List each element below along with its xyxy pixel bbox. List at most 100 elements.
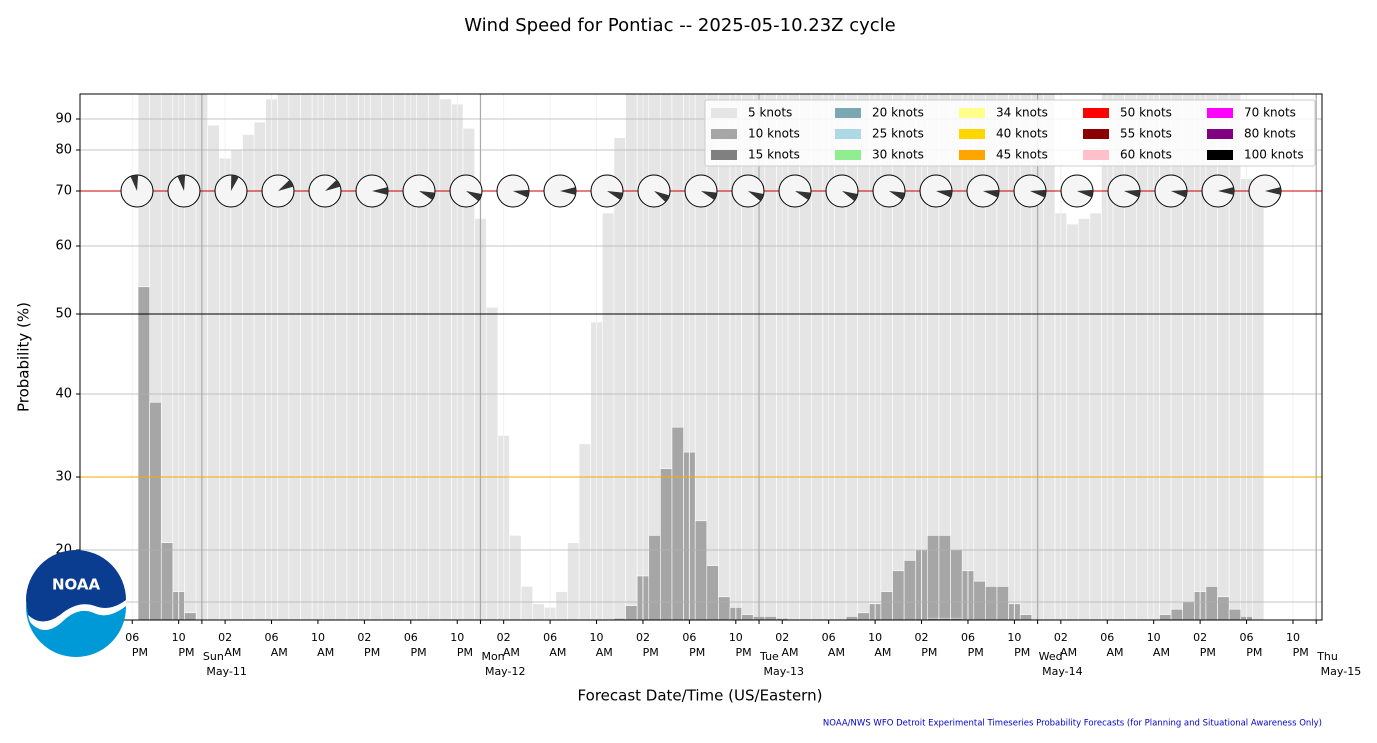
bar (741, 614, 754, 620)
day-label: Wed May-14 (1039, 650, 1083, 678)
legend-label: 45 knots (996, 148, 1048, 162)
legend-swatch (1083, 150, 1109, 160)
footer-note: NOAA/NWS WFO Detroit Experimental Timese… (823, 719, 1322, 729)
day-label: Mon May-12 (481, 650, 525, 678)
legend: 5 knots 10 knots 15 knots 20 knots 25 knots 3… (704, 99, 1316, 167)
y-tick-label: 80 (55, 143, 72, 158)
x-tick-label: 10 PM (172, 631, 195, 659)
bar (648, 535, 661, 620)
wind-wedge (1077, 189, 1093, 198)
bar (764, 616, 777, 620)
bar (845, 616, 859, 620)
bar (671, 426, 684, 620)
x-tick-label: 06 PM (682, 631, 705, 659)
bar (1170, 608, 1184, 620)
bar (903, 560, 917, 620)
day-label: Sun May-11 (203, 650, 247, 678)
bar (300, 94, 313, 620)
x-tick-label: 10 AM (868, 631, 891, 659)
bar (160, 542, 174, 620)
bar (1019, 614, 1033, 620)
x-tick-label: 06 AM (1100, 631, 1123, 659)
bar (694, 520, 708, 620)
legend-label: 50 knots (1120, 106, 1172, 120)
bar (857, 612, 870, 620)
legend-swatch (1207, 150, 1233, 160)
bar (230, 149, 243, 620)
x-tick-label: 06 PM (125, 631, 148, 659)
x-tick-label: 02 AM (1054, 631, 1077, 659)
legend-label: 40 knots (996, 127, 1048, 141)
bar (1252, 178, 1265, 620)
bar (137, 286, 150, 620)
bar (520, 586, 533, 620)
legend-label: 70 knots (1244, 106, 1296, 120)
day-label: Tue May-13 (759, 650, 804, 678)
wind-wedge (983, 189, 999, 198)
bar (625, 94, 638, 620)
bar (335, 94, 348, 620)
bar (509, 535, 522, 620)
wind-wedge (513, 189, 529, 198)
wind-wedge (419, 191, 435, 200)
bar (1159, 614, 1172, 620)
day-label: Thu May-15 (1316, 650, 1361, 678)
bar (1182, 601, 1195, 620)
legend-label: 20 knots (872, 106, 924, 120)
x-tick-label: 06 PM (404, 631, 427, 659)
bar (1205, 586, 1218, 620)
bar (985, 586, 998, 620)
y-axis-label: Probability (%) (15, 302, 33, 412)
wind-wedge (654, 191, 670, 203)
legend-label: 10 knots (748, 127, 800, 141)
noaa-logo: NOAA (26, 550, 126, 657)
legend-swatch (835, 108, 861, 118)
bar (160, 94, 174, 620)
bar (660, 468, 673, 620)
bar (567, 542, 580, 620)
bar (381, 94, 394, 620)
wind-wedge (130, 174, 139, 191)
legend-swatch (711, 129, 737, 139)
wind-wedge (466, 191, 482, 202)
wind-wedge (278, 179, 294, 191)
bar (950, 617, 963, 620)
x-axis-label: Forecast Date/Time (US/Eastern) (578, 687, 823, 705)
wind-wedge (372, 187, 388, 195)
x-tick-label: 02 AM (775, 631, 798, 659)
x-tick-label: 10 PM (729, 631, 752, 659)
x-tick-label: 02 AM (218, 631, 241, 659)
legend-swatch (1207, 108, 1233, 118)
bar (485, 306, 499, 620)
legend-label: 5 knots (748, 106, 792, 120)
bar (242, 134, 255, 620)
wind-wedge (795, 191, 811, 200)
bar (578, 443, 592, 620)
x-tick-label: 06 AM (543, 631, 566, 659)
bar (149, 401, 162, 620)
bar (439, 98, 452, 620)
legend-swatch (711, 108, 737, 118)
legend-label: 34 knots (996, 106, 1048, 120)
bar (532, 603, 545, 620)
bar (346, 94, 359, 620)
wind-wedge (1218, 187, 1234, 195)
legend-swatch (835, 129, 861, 139)
bar (393, 94, 406, 620)
bar (1217, 596, 1230, 620)
y-tick-label: 30 (55, 470, 72, 485)
legend-swatch (711, 150, 737, 160)
logo-text: NOAA (52, 576, 101, 594)
legend-swatch (959, 150, 985, 160)
bar (1066, 223, 1079, 620)
y-tick-label: 40 (55, 387, 72, 402)
wind-wedge (1030, 189, 1046, 198)
bar (613, 137, 626, 620)
x-tick-label: 02 PM (636, 631, 659, 659)
y-tick-label: 60 (55, 239, 72, 254)
x-tick-label: 06 PM (1240, 631, 1263, 659)
bar (892, 570, 905, 620)
wind-wedge (560, 187, 576, 195)
legend-swatch (835, 150, 861, 160)
